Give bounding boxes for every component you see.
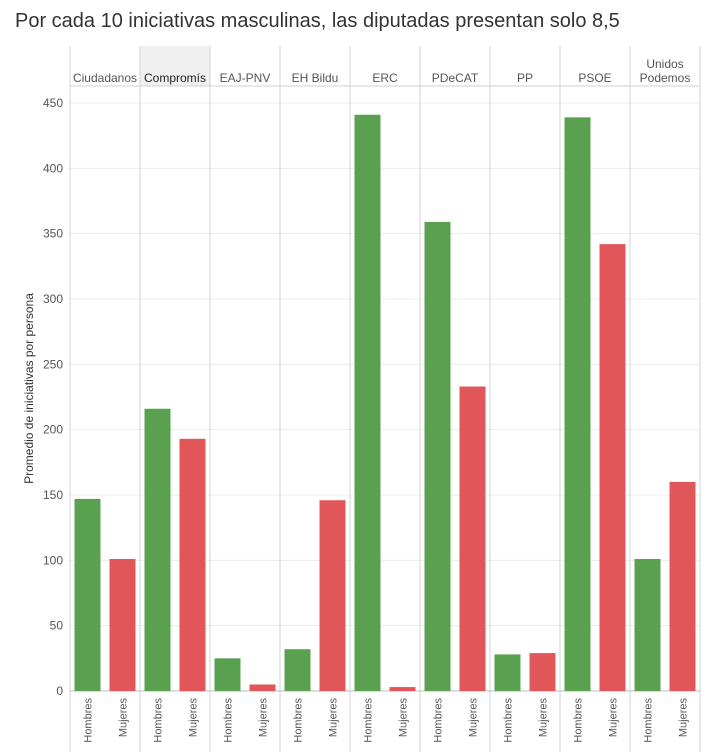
x-sub-label: Hombres [363, 698, 375, 743]
y-tick-label: 450 [43, 96, 63, 110]
bar-hombres[interactable] [284, 649, 311, 691]
bar-hombres[interactable] [564, 117, 591, 691]
x-sub-label: Hombres [643, 698, 655, 743]
group-header-label: PSOE [578, 71, 611, 85]
y-axis-title: Promedio de iniciativas por persona [22, 293, 36, 484]
group-header-label: Podemos [640, 71, 691, 85]
x-sub-label: Mujeres [328, 698, 340, 738]
chart-title: Por cada 10 iniciativas masculinas, las … [15, 10, 620, 32]
bar-mujeres[interactable] [459, 386, 486, 691]
bar-hombres[interactable] [494, 654, 521, 691]
x-sub-label: Hombres [503, 698, 515, 743]
y-tick-label: 250 [43, 357, 63, 371]
bar-mujeres[interactable] [599, 244, 626, 691]
bar-mujeres[interactable] [319, 500, 346, 691]
x-sub-label: Hombres [153, 698, 165, 743]
x-sub-label: Mujeres [468, 698, 480, 738]
bar-mujeres[interactable] [389, 687, 416, 691]
group-header-label: PDeCAT [432, 71, 479, 85]
group-header-label: Unidos [646, 57, 683, 71]
y-tick-label: 350 [43, 227, 63, 241]
x-sub-label: Mujeres [258, 698, 270, 738]
bar-hombres[interactable] [634, 559, 661, 691]
bar-mujeres[interactable] [179, 438, 206, 691]
header-highlight [140, 46, 210, 86]
bar-hombres[interactable] [354, 114, 381, 691]
y-tick-label: 300 [43, 292, 63, 306]
x-sub-label: Hombres [293, 698, 305, 743]
bar-hombres[interactable] [74, 498, 101, 691]
bar-hombres[interactable] [424, 221, 451, 691]
x-sub-label: Hombres [433, 698, 445, 743]
bar-mujeres[interactable] [109, 559, 136, 691]
group-header-label: Compromís [144, 71, 206, 85]
x-sub-label: Hombres [223, 698, 235, 743]
x-sub-label: Hombres [573, 698, 585, 743]
group-header-label: EAJ-PNV [220, 71, 271, 85]
y-tick-label: 100 [43, 553, 63, 567]
x-sub-label: Mujeres [678, 698, 690, 738]
bar-mujeres[interactable] [529, 653, 556, 691]
x-sub-label: Mujeres [538, 698, 550, 738]
y-tick-label: 50 [50, 619, 64, 633]
bar-mujeres[interactable] [249, 684, 276, 691]
x-sub-label: Mujeres [118, 698, 130, 738]
x-sub-label: Hombres [83, 698, 95, 743]
bar-hombres[interactable] [214, 658, 241, 691]
y-tick-label: 200 [43, 423, 63, 437]
group-header-label: Ciudadanos [73, 71, 137, 85]
group-header-label: PP [517, 71, 533, 85]
y-tick-label: 0 [56, 684, 63, 698]
x-sub-label: Mujeres [188, 698, 200, 738]
y-tick-label: 150 [43, 488, 63, 502]
x-sub-label: Mujeres [608, 698, 620, 738]
bar-mujeres[interactable] [669, 481, 696, 691]
group-header-label: ERC [372, 71, 398, 85]
x-sub-label: Mujeres [398, 698, 410, 738]
y-tick-label: 400 [43, 161, 63, 175]
group-header-label: EH Bildu [292, 71, 339, 85]
bar-hombres[interactable] [144, 408, 171, 691]
